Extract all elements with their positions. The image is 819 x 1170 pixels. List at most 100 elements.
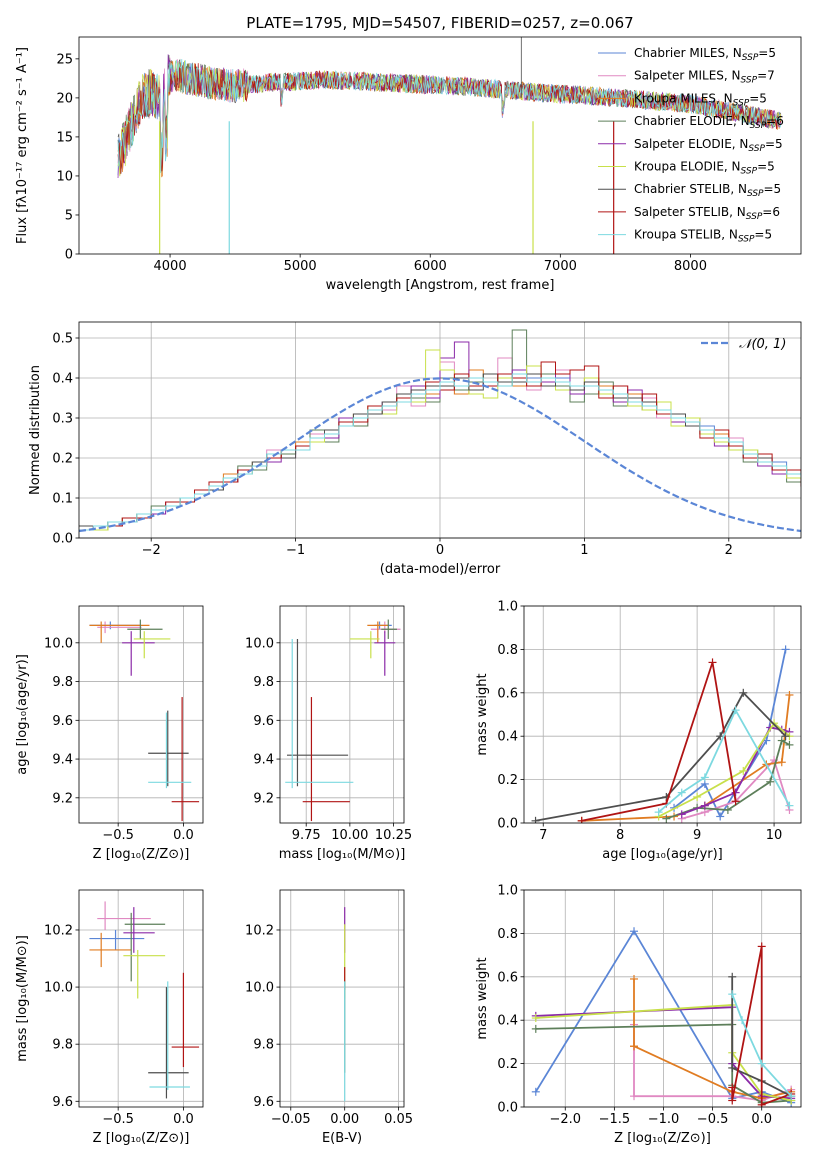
legend-text: Chabrier MILES, N	[634, 46, 742, 60]
x-tick-label: −2	[142, 543, 161, 558]
legend-label-c_miles: Chabrier MILES, NSSP=5	[634, 46, 776, 63]
legend-label-k_miles: Kroupa MILES, NSSP=5	[634, 91, 767, 108]
legend-label-s_miles: Salpeter MILES, NSSP=7	[634, 69, 775, 86]
x-tick-label: 2	[725, 543, 733, 558]
x-tick-label: 10.00	[331, 828, 368, 843]
mass_vs_Z-chart: −0.5 0.0 9.6 9.8 10.0 10.2 Z [log₁₀(Z/Z⊙)] mass…	[15, 889, 204, 1146]
x-tick-label: −0.5	[102, 828, 134, 843]
y-tick-label: 9.6	[52, 1095, 73, 1110]
y-tick-label: 9.6	[253, 1095, 274, 1110]
legend-subscript: SSP	[746, 212, 763, 222]
y-tick-label: 15	[56, 130, 73, 145]
legend-suffix: =5	[764, 182, 782, 196]
legend-suffix: =5	[765, 137, 783, 151]
legend-label-gaussian: 𝒩(0, 1)	[739, 337, 786, 352]
gaussian-curve	[79, 377, 801, 533]
weight-lines	[531, 645, 794, 823]
y-tick-label: 10.0	[44, 636, 73, 651]
weight-line-c_stelib	[731, 976, 792, 1098]
age_vs_Z-chart: −0.5 0.0 9.2 9.4 9.6 9.8 10.0 Z [log₁₀(Z/Z⊙)] ag…	[15, 605, 204, 862]
x-axis-label: E(B-V)	[322, 1131, 362, 1146]
x-tick-label: 0.00	[330, 1112, 359, 1127]
axes-frame	[523, 889, 802, 1108]
weight_vs_age-chart: 7 8 9 10 0.0 0.2 0.4 0.6 0.8 1.0 age [log₁₀(age/yr…	[475, 600, 802, 862]
x-tick-label: 7000	[544, 259, 577, 274]
y-tick-label: 20	[56, 91, 73, 106]
legend-label-c_elodie: Chabrier ELODIE, NSSP=6	[634, 114, 784, 131]
x-tick-label: 8	[616, 828, 624, 843]
x-axis-label: Z [log₁₀(Z/Z⊙)]	[93, 1131, 190, 1146]
x-tick-label: 0.05	[384, 1112, 413, 1127]
axes-frame	[279, 889, 405, 1108]
x-tick-label: 9	[693, 828, 701, 843]
y-tick-label: 1.0	[497, 600, 518, 615]
axes-frame	[78, 321, 802, 539]
x-tick-label: −1.5	[599, 1112, 631, 1127]
x-tick-label: 10	[766, 828, 783, 843]
histograms	[79, 329, 801, 533]
y-tick-label: 0.2	[52, 452, 73, 467]
weight_vs_Z-chart: −2.0 −1.5 −1.0 −0.5 0.0 0.0 0.2 0.4 0.6 0.8 1.0 Z […	[475, 884, 802, 1146]
legend-label-c_stelib: Chabrier STELIB, NSSP=5	[634, 182, 781, 199]
histogram-k_stelib	[79, 373, 801, 531]
y-tick-label: 0.1	[52, 492, 73, 507]
legend-text: Kroupa ELODIE, N	[634, 160, 741, 174]
y-tick-label: 10.2	[245, 923, 274, 938]
legend-text: Chabrier ELODIE, N	[634, 114, 750, 128]
x-tick-label: 1	[580, 543, 588, 558]
x-axis-label: mass [log₁₀(M/M⊙)]	[279, 847, 406, 862]
x-tick-label: 4000	[154, 259, 187, 274]
x-tick-label: −2.0	[549, 1112, 581, 1127]
y-tick-label: 0.8	[497, 643, 518, 658]
legend-text: Salpeter STELIB, N	[634, 205, 746, 219]
y-tick-label: 9.6	[52, 714, 73, 729]
y-tick-label: 9.8	[52, 1038, 73, 1053]
legend-subscript: SSP	[750, 121, 767, 131]
y-tick-label: 0.0	[497, 1101, 518, 1116]
legend-suffix: =5	[749, 91, 767, 105]
y-tick-label: 0.8	[497, 927, 518, 942]
errorbars	[285, 619, 401, 822]
y-axis-label: mass weight	[475, 673, 490, 755]
legend-subscript: SSP	[747, 189, 764, 199]
y-tick-label: 1.0	[497, 884, 518, 899]
y-tick-label: 0.3	[52, 412, 73, 427]
legend-suffix: =6	[766, 114, 784, 128]
legend-suffix: =7	[757, 69, 775, 83]
histogram-s_miles	[79, 357, 801, 531]
age_vs_mass-chart: 9.75 10.00 10.25 9.2 9.4 9.6 9.8 10.0 mass [log₁…	[245, 605, 412, 862]
legend-text: Salpeter MILES, N	[634, 69, 741, 83]
histogram-c_miles	[79, 373, 801, 531]
y-tick-label: 10.0	[245, 981, 274, 996]
legend-text: Kroupa MILES, N	[634, 91, 733, 105]
y-tick-label: 10	[56, 169, 73, 184]
y-tick-label: 9.2	[253, 791, 274, 806]
x-tick-label: 6000	[414, 259, 447, 274]
histogram-s_stelib	[79, 361, 801, 531]
legend-label-s_elodie: Salpeter ELODIE, NSSP=5	[634, 137, 783, 154]
legend-subscript: SSP	[741, 76, 758, 86]
y-tick-label: 9.2	[52, 791, 73, 806]
x-tick-label: 10.25	[375, 828, 412, 843]
y-tick-label: 10.0	[245, 636, 274, 651]
spectrum-chart: 4000 5000 6000 7000 8000 0 5 10 15 20 25 wavelength…	[15, 14, 802, 293]
legend-subscript: SSP	[741, 167, 758, 177]
y-axis-label: age [log₁₀(age/yr)]	[15, 654, 30, 775]
errorbars	[89, 619, 200, 822]
y-axis-label: Normed distribution	[28, 365, 43, 495]
y-tick-label: 9.4	[253, 753, 274, 768]
y-axis-label: mass weight	[475, 957, 490, 1039]
y-tick-label: 0.4	[497, 1014, 518, 1029]
y-tick-label: 10.2	[44, 923, 73, 938]
y-tick-label: 0.5	[52, 332, 73, 347]
y-tick-label: 5	[65, 208, 73, 223]
mass_vs_EBV-chart: −0.05 0.00 0.05 9.6 9.8 10.0 10.2 E(B-V)	[245, 889, 413, 1146]
axes-frame	[279, 605, 405, 824]
axes-frame	[78, 36, 802, 255]
errorbars	[89, 901, 200, 1099]
legend-text: Salpeter ELODIE, N	[634, 137, 748, 151]
y-tick-label: 0	[65, 248, 73, 263]
legend-text: Kroupa STELIB, N	[634, 228, 738, 242]
y-tick-label: 0.0	[497, 817, 518, 832]
